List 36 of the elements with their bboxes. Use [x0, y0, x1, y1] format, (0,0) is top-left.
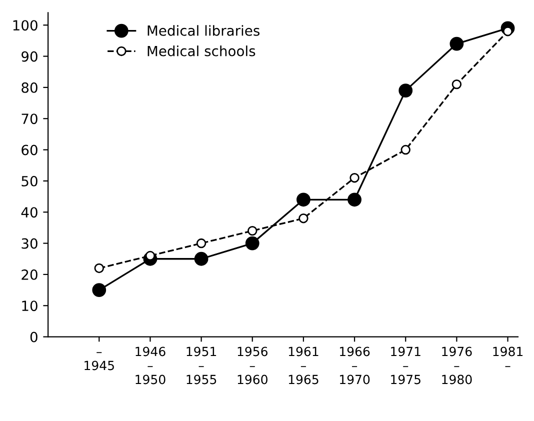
point — [194, 252, 208, 266]
x-tick-label: – 1945 — [84, 352, 114, 370]
point — [248, 226, 258, 236]
y-tick-label: 80 — [22, 82, 38, 93]
y-tick-label: 20 — [22, 269, 38, 280]
y-tick-label: 30 — [22, 238, 38, 249]
y-tick-label: 70 — [22, 114, 38, 124]
y-tick-label: 100 — [13, 20, 38, 31]
point — [450, 36, 464, 51]
y-tick-label: 50 — [22, 176, 38, 186]
y-tick-label: 10 — [22, 300, 38, 312]
x-tick-label: 1976 – 1980 — [442, 346, 472, 384]
x-tick-label: 1951 – 1955 — [186, 346, 216, 384]
x-tick-label: 1966 – 1970 — [340, 346, 370, 384]
y-tick-label: 40 — [21, 207, 38, 218]
legend-label: Medical schools — [148, 46, 256, 56]
x-tick-label: 1981 – — [493, 346, 523, 368]
y-tick-label: 90 — [22, 51, 38, 62]
point — [92, 283, 106, 297]
point — [400, 144, 410, 155]
point — [94, 263, 104, 274]
y-tick-label: 0 — [30, 332, 38, 342]
point — [298, 213, 308, 224]
point — [398, 84, 413, 98]
point — [350, 172, 360, 183]
y-tick-label: 60 — [22, 144, 38, 156]
x-tick-label: 1971 – 1975 — [391, 346, 420, 384]
point — [245, 236, 260, 250]
point — [348, 192, 362, 207]
point — [196, 238, 206, 248]
x-tick-label: 1946 – 1950 — [136, 346, 166, 384]
x-tick-label: 1956 – 1960 — [238, 346, 268, 384]
legend-label: Medical libraries — [148, 25, 260, 36]
point — [452, 79, 462, 90]
x-tick-label: 1961 – 1965 — [288, 346, 318, 384]
point — [296, 192, 310, 207]
